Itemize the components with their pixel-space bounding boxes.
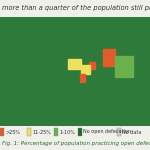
- Bar: [0, 128, 4, 136]
- Polygon shape: [115, 56, 133, 77]
- Text: No data: No data: [122, 129, 142, 135]
- Polygon shape: [103, 49, 115, 66]
- Text: 1-10%: 1-10%: [59, 129, 75, 135]
- Text: 11-25%: 11-25%: [32, 129, 51, 135]
- Polygon shape: [68, 59, 81, 69]
- Polygon shape: [89, 62, 95, 69]
- Bar: [27, 128, 31, 136]
- Text: >25%: >25%: [5, 129, 20, 135]
- Polygon shape: [81, 65, 90, 74]
- Text: Fig. 1: Percentage of population practicing open defecation (United Nations, 201: Fig. 1: Percentage of population practic…: [2, 141, 150, 146]
- Bar: [117, 128, 121, 136]
- Bar: [54, 128, 58, 136]
- Bar: [78, 128, 82, 136]
- Text: No open defecation: No open defecation: [83, 129, 131, 135]
- Text: more than a quarter of the population still practising: more than a quarter of the population st…: [2, 5, 150, 11]
- Polygon shape: [108, 53, 112, 56]
- Polygon shape: [80, 74, 85, 82]
